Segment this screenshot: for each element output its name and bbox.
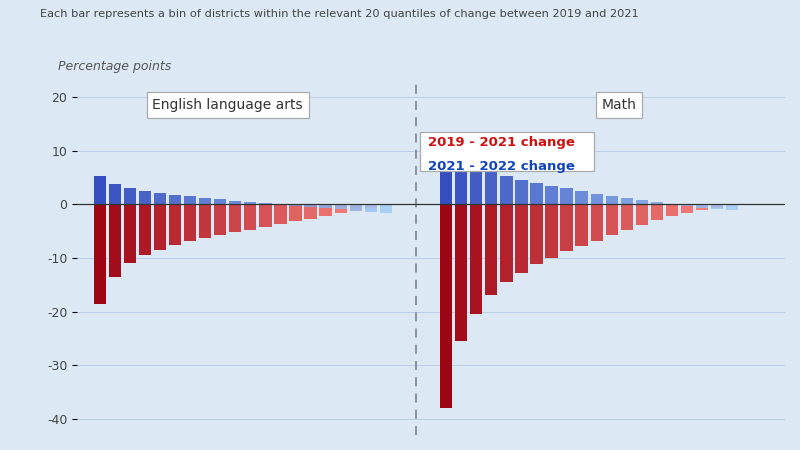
Bar [138,204,151,255]
Bar [244,204,257,230]
Bar [696,204,708,210]
Bar [109,204,121,277]
Bar [184,204,196,241]
Bar [681,204,694,213]
Bar [515,204,527,273]
Bar [334,204,347,209]
Bar [229,201,242,204]
Bar [606,196,618,204]
Bar [575,204,588,246]
Bar [94,176,106,204]
Bar [590,194,603,204]
Bar [319,204,332,208]
Bar [515,180,527,204]
Bar [485,172,498,204]
Bar [546,204,558,258]
Bar [259,204,271,227]
Bar [274,204,286,205]
Bar [681,204,694,206]
Bar [319,204,332,216]
Bar [500,204,513,282]
Text: Math: Math [602,98,637,112]
Bar [380,204,392,205]
Bar [199,198,211,204]
Bar [455,204,467,341]
Bar [350,204,362,211]
Text: Percentage points: Percentage points [58,60,170,73]
Bar [621,204,633,230]
Bar [636,204,648,225]
Bar [304,204,317,219]
Bar [546,185,558,204]
Bar [606,204,618,235]
Bar [244,202,257,204]
Bar [184,196,196,204]
Bar [290,204,302,221]
Bar [365,204,377,207]
Bar [154,193,166,204]
Bar [561,204,573,252]
FancyBboxPatch shape [420,132,594,171]
Bar [575,191,588,204]
Bar [470,204,482,314]
Bar [214,199,226,204]
Bar [154,204,166,250]
Bar [711,204,723,209]
Bar [94,204,106,304]
Bar [290,204,302,206]
Bar [259,203,271,204]
Bar [138,191,151,204]
Text: English language arts: English language arts [153,98,303,112]
Bar [334,204,347,213]
Bar [229,204,242,232]
Bar [696,204,708,207]
Bar [169,194,181,204]
Bar [124,188,136,204]
Bar [350,204,362,211]
Bar [470,166,482,204]
Bar [199,204,211,238]
Text: Each bar represents a bin of districts within the relevant 20 quantiles of chang: Each bar represents a bin of districts w… [40,9,638,19]
Bar [440,132,452,204]
Bar [455,156,467,204]
Bar [621,198,633,204]
Bar [711,204,723,207]
Bar [726,204,738,205]
Bar [109,184,121,204]
Bar [650,202,663,204]
Text: 2019 - 2021 change: 2019 - 2021 change [428,136,575,149]
Bar [124,204,136,263]
Bar [530,183,542,204]
Bar [365,204,377,212]
Bar [485,204,498,296]
Bar [169,204,181,244]
Bar [274,204,286,224]
Bar [726,204,738,210]
Bar [530,204,542,265]
Bar [214,204,226,235]
Bar [636,200,648,204]
Bar [500,176,513,204]
Bar [440,204,452,408]
Bar [590,204,603,241]
Bar [304,204,317,207]
Text: 2021 - 2022 change: 2021 - 2022 change [428,160,575,173]
Bar [650,204,663,220]
Bar [666,204,678,216]
Bar [561,188,573,204]
Bar [380,204,392,213]
